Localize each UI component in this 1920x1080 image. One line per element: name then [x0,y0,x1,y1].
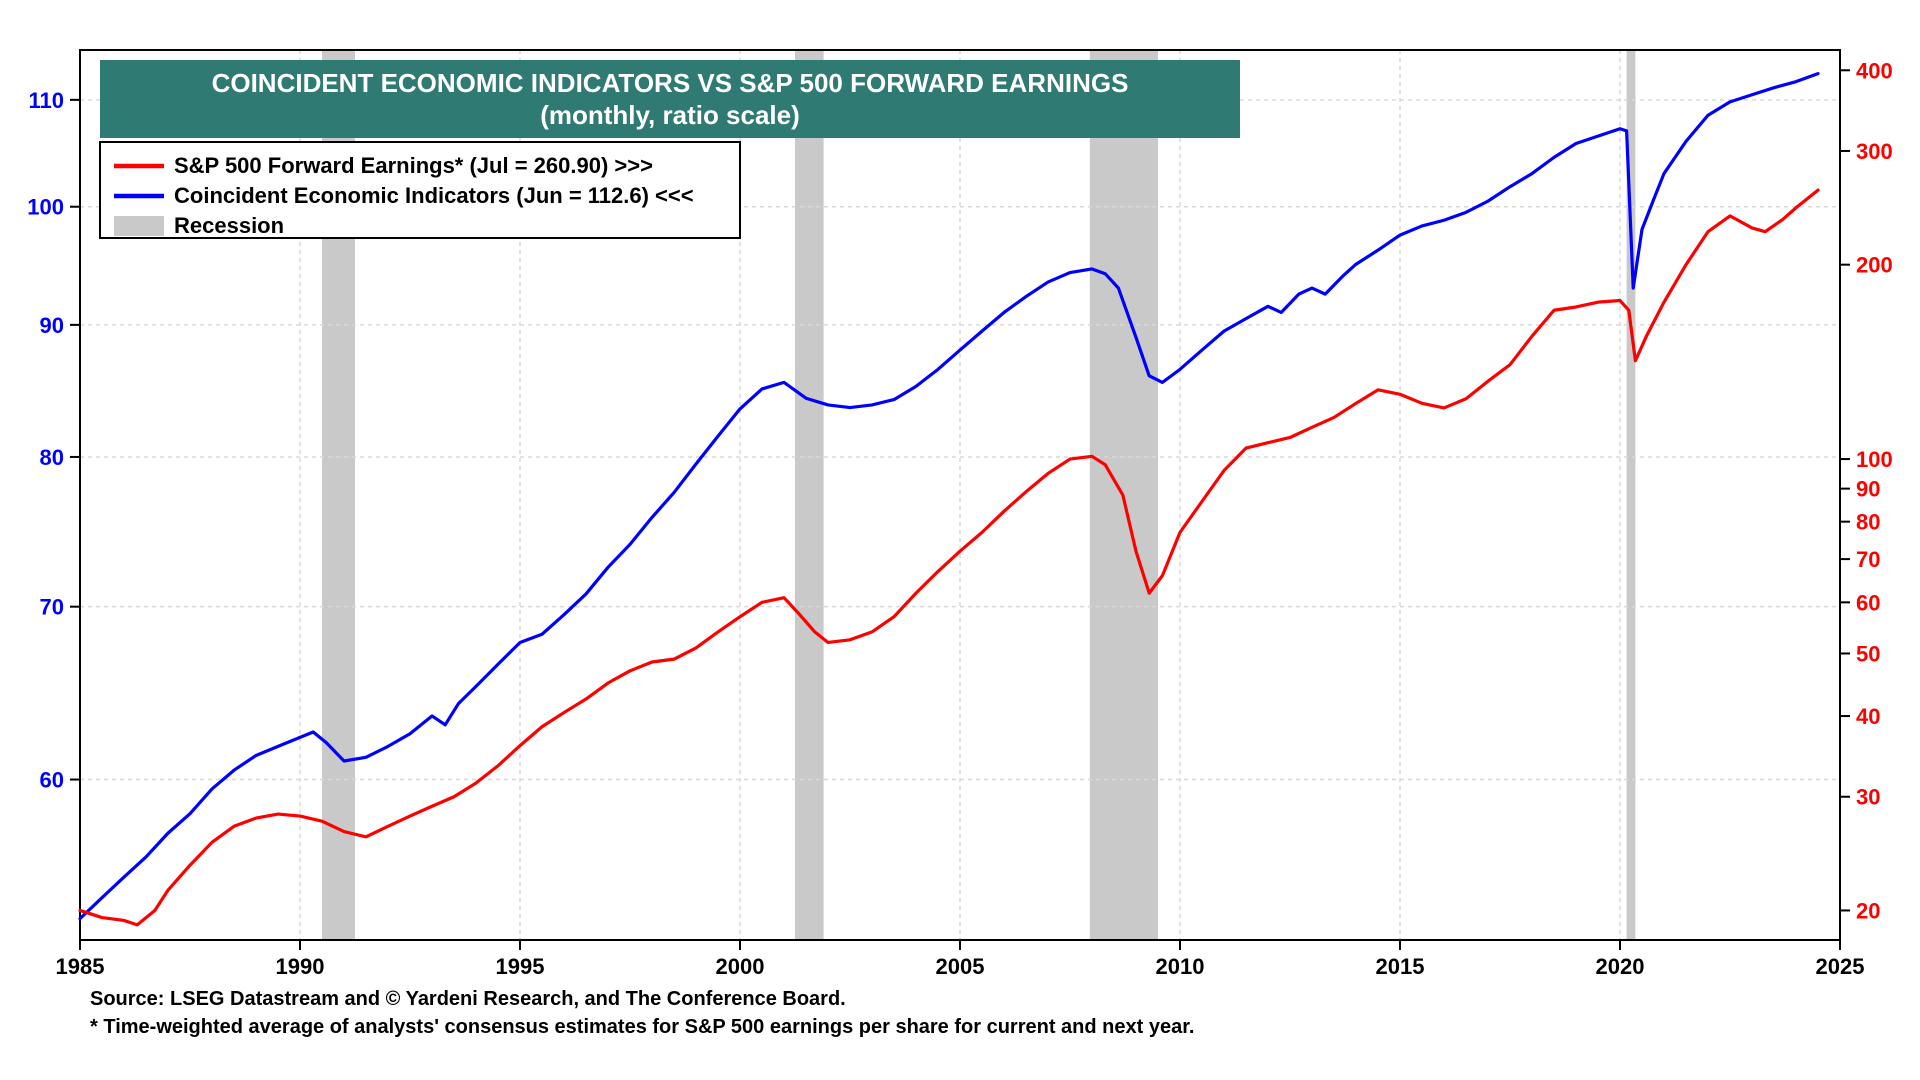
y-right-label: 100 [1856,447,1893,472]
title-line2: (monthly, ratio scale) [540,100,800,130]
chart-container: 1985 1990 1995 2000 2005 2010 2015 2020 2025 60 70… [0,0,1920,1080]
y-left-label: 100 [27,195,64,220]
x-tick-label: 1990 [276,954,325,979]
y-right-label: 50 [1856,641,1880,666]
y-right-label: 40 [1856,704,1880,729]
x-tick-label: 2020 [1596,954,1645,979]
y-left-label: 80 [40,445,64,470]
y-left-label: 60 [40,768,64,793]
y-right-label: 80 [1856,510,1880,535]
y-right-label: 20 [1856,898,1880,923]
y-right-ticks: 20 30 40 50 60 70 80 90 100 200 300 400 [1840,58,1893,923]
y-right-label: 30 [1856,785,1880,810]
y-right-label: 300 [1856,139,1893,164]
y-right-label: 60 [1856,590,1880,615]
y-left-label: 70 [40,595,64,620]
legend-label: S&P 500 Forward Earnings* (Jul = 260.90)… [174,153,653,178]
recession-band [795,50,824,940]
y-right-label: 400 [1856,58,1893,83]
y-right-label: 90 [1856,477,1880,502]
legend: S&P 500 Forward Earnings* (Jul = 260.90)… [100,142,740,238]
y-left-ticks: 60 70 80 90 100 110 [27,88,80,793]
y-right-label: 200 [1856,253,1893,278]
y-right-label: 70 [1856,547,1880,572]
y-left-label: 110 [29,88,65,113]
footnote-line: Source: LSEG Datastream and © Yardeni Re… [90,988,846,1010]
x-tick-label: 2010 [1156,954,1205,979]
x-tick-label: 2005 [936,954,985,979]
chart-title: COINCIDENT ECONOMIC INDICATORS VS S&P 50… [100,60,1240,138]
chart-svg: 1985 1990 1995 2000 2005 2010 2015 2020 2025 60 70… [0,0,1920,1080]
footnote-line: * Time-weighted average of analysts' con… [90,1016,1194,1038]
y-left-label: 90 [40,313,64,338]
legend-label: Coincident Economic Indicators (Jun = 11… [174,183,694,208]
x-tick-label: 2000 [716,954,765,979]
legend-swatch [114,216,164,236]
x-tick-label: 1995 [496,954,545,979]
title-line1: COINCIDENT ECONOMIC INDICATORS VS S&P 50… [212,68,1129,98]
x-axis-ticks: 1985 1990 1995 2000 2005 2010 2015 2020 2025 [56,940,1865,979]
legend-label: Recession [174,213,284,238]
footnotes: Source: LSEG Datastream and © Yardeni Re… [90,988,1194,1038]
x-tick-label: 2025 [1816,954,1865,979]
x-tick-label: 1985 [56,954,105,979]
x-tick-label: 2015 [1376,954,1425,979]
